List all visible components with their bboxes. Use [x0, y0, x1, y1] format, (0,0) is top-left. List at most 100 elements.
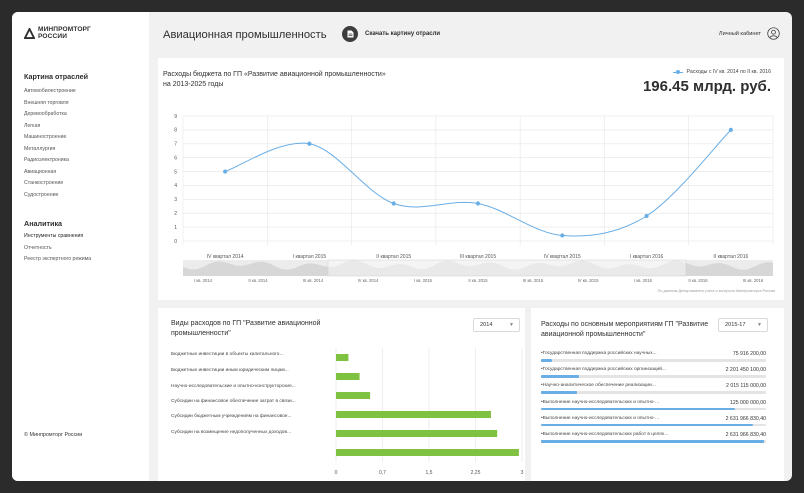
bar: [336, 354, 349, 361]
personal-cabinet-label: Личный кабинет: [718, 30, 761, 37]
activity-name: •Выполнение научно-исследовательских и о…: [541, 415, 660, 421]
navigator-label: I кв. 2016: [634, 278, 653, 283]
legend-line-marker: [672, 70, 683, 74]
sidebar-item-woodworking[interactable]: Деревообработка: [24, 111, 67, 117]
activity-value: 125 000 000,00: [729, 399, 766, 406]
bar-label: Бюджетные инвестиции в объекты капитальн…: [171, 352, 284, 357]
y-tick-label: 3: [174, 197, 177, 203]
data-point: [391, 201, 396, 206]
analytics-list: Инструменты сравнения Отчетность Реестр …: [24, 231, 91, 266]
x-tick-label: 2,25: [471, 470, 481, 476]
activity-name: •Государственная поддержка российских ор…: [541, 367, 666, 373]
bar-label: Субсидии на возмещение недополученных до…: [171, 430, 292, 435]
year-select-value: 2014: [480, 322, 493, 328]
copyright: © Минпромторг России: [24, 432, 83, 438]
data-point: [728, 127, 733, 132]
sidebar-item-auto[interactable]: Автомобилестроение: [24, 88, 76, 94]
activity-value: 2 631 966 830,40: [725, 415, 766, 422]
sidebar-item-comparison-tools[interactable]: Инструменты сравнения: [24, 233, 84, 239]
activity-value: 2 015 115 000,00: [726, 383, 766, 390]
navigator-label: III кв. 2014: [303, 278, 324, 283]
sidebar-item-shipbuilding[interactable]: Судостроение: [24, 191, 59, 198]
app-screen: МИНПРОМТОРГ РОССИИ Картина отраслей Авто…: [12, 12, 792, 481]
total-value: 196.45 млрд. руб.: [642, 78, 771, 95]
y-tick-label: 8: [174, 128, 177, 134]
sidebar-item-reports[interactable]: Отчетность: [24, 244, 52, 251]
sidebar-item-aviation[interactable]: Авиационная: [24, 168, 57, 175]
download-report-button[interactable]: Скачать картину отрасли: [342, 26, 440, 42]
sidebar-item-foreign-trade[interactable]: Внешняя торговля: [24, 99, 69, 106]
sidebar-item-light[interactable]: Легкая: [24, 122, 41, 129]
bar-label: Бюджетные инвестиции иным юридическим ли…: [171, 368, 289, 373]
activity-name: •Государственная поддержка российских на…: [541, 351, 657, 356]
activity-name: •Выполнение научно-исследовательских и о…: [541, 399, 660, 405]
bar: [336, 392, 371, 399]
activity-value: 2 201 450 100,00: [725, 367, 766, 374]
data-point: [223, 169, 228, 174]
sidebar-item-expert-registry[interactable]: Реестр экспертного режима: [24, 256, 92, 262]
chevron-down-icon: ▼: [757, 322, 762, 328]
navigator-selection: [327, 259, 687, 277]
personal-cabinet-button[interactable]: Личный кабинет: [719, 27, 780, 40]
line-chart: 0 1 2 3 4 5 6 7 8 9 IV квартал 2014 I квартал 2015 I…: [174, 114, 774, 283]
sidebar-item-radioelectronics[interactable]: Радиоэлектроника: [24, 157, 69, 163]
page-title: Авиационная промышленность: [163, 29, 327, 41]
x-tick-label: I квартал 2016: [630, 254, 664, 260]
bar-label: Субсидии на финансовое обеспечение затра…: [171, 399, 296, 404]
series-line: [224, 129, 732, 237]
chart-legend[interactable]: Расходы с IV кв. 2014 по II кв. 2016: [672, 69, 771, 75]
logo-line-1: МИНПРОМТОРГ: [38, 26, 91, 33]
period-select[interactable]: 2015-17 ▼: [718, 318, 768, 332]
expense-types-title: Виды расходов по ГП "Развитие авиационно…: [171, 320, 321, 337]
navigator-label: II кв. 2014: [248, 278, 268, 283]
year-select[interactable]: 2014 ▼: [473, 318, 520, 332]
x-tick-label: IV квартал 2014: [207, 254, 244, 260]
data-source-note: По данным Департамента учета и контроля …: [657, 289, 775, 293]
activity-progress-fill: [541, 359, 553, 362]
sidebar-item-machinery[interactable]: Машиностроение: [24, 134, 67, 140]
activity-progress-fill: [541, 407, 735, 411]
x-tick-label: II квартал 2016: [713, 254, 748, 260]
activity-progress-fill: [541, 391, 577, 394]
activity-progress-fill: [541, 423, 753, 427]
industries-list: Автомобилестроение Внешняя торговля Дере…: [24, 86, 76, 201]
y-tick-label: 1: [174, 225, 177, 231]
y-tick-label: 5: [174, 169, 177, 175]
x-tick-label: 0: [335, 470, 338, 476]
bar: [336, 430, 498, 437]
legend-label: Расходы с IV кв. 2014 по II кв. 2016: [686, 69, 771, 75]
sidebar-item-machine-tools[interactable]: Станкостроение: [24, 180, 64, 186]
navigator-label: II кв. 2015: [468, 278, 488, 283]
document-icon: [342, 26, 358, 42]
navigator-label: III кв. 2015: [523, 278, 544, 283]
bar: [336, 411, 491, 418]
activity-name: •Выполнение научно-исследовательских раб…: [541, 432, 669, 437]
y-tick-label: 2: [174, 211, 177, 217]
navigator-label: III кв. 2016: [743, 278, 764, 283]
user-icon: [767, 27, 780, 40]
bar-label: Субсидии бюджетным учреждениям на финанс…: [171, 414, 292, 419]
x-tick-label: II квартал 2015: [376, 254, 411, 260]
activity-progress-fill: [541, 375, 580, 378]
activity-progress-track: [541, 391, 766, 394]
y-tick-label: 7: [174, 142, 177, 148]
chevron-down-icon: ▼: [509, 322, 514, 328]
logo[interactable]: МИНПРОМТОРГ РОССИИ: [24, 26, 91, 40]
data-point: [644, 213, 649, 219]
y-tick-label: 6: [174, 155, 177, 161]
sidebar-item-metallurgy[interactable]: Металлургия: [24, 145, 56, 152]
bar: [336, 373, 360, 380]
x-tick-label: I квартал 2015: [293, 254, 327, 260]
data-point: [560, 233, 565, 238]
header: Авиационная промышленность Скачать карти…: [149, 12, 792, 58]
data-point: [307, 141, 312, 146]
activity-value: 2 631 966 830,40: [725, 432, 766, 438]
activities-card: Расходы по основным мероприятиям ГП "Раз…: [531, 308, 784, 481]
sidebar-section-industries-title: Картина отраслей: [24, 72, 89, 81]
x-tick-label: IV квартал 2015: [544, 254, 581, 260]
download-report-label: Скачать картину отрасли: [365, 31, 441, 37]
activity-progress-track: [541, 423, 766, 427]
y-tick-label: 9: [174, 114, 177, 120]
data-point: [475, 201, 481, 206]
